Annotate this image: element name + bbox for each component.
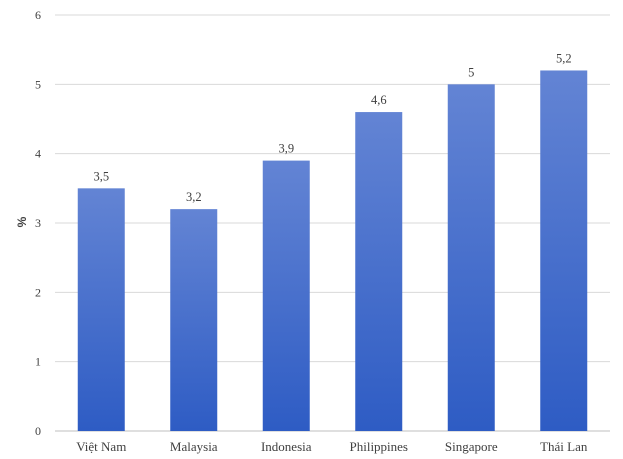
data-label: 5	[468, 65, 474, 79]
bar	[540, 70, 588, 431]
y-axis-ticks: 0 1 2 3 4 5 6	[35, 8, 41, 438]
y-tick-label: 5	[35, 77, 41, 91]
y-axis-label: %	[15, 216, 29, 227]
bar	[170, 209, 218, 431]
y-tick-label: 2	[35, 285, 41, 299]
data-label: 3,5	[93, 169, 109, 183]
data-label: 3,2	[186, 190, 202, 204]
bar	[355, 112, 403, 432]
x-tick-label: Thái Lan	[540, 439, 588, 454]
y-tick-label: 3	[35, 216, 41, 230]
x-tick-label: Indonesia	[261, 439, 312, 454]
x-axis-ticks: Việt Nam Malaysia Indonesia Philippines Sing…	[76, 439, 588, 454]
y-tick-label: 6	[35, 8, 41, 22]
data-label: 3,9	[278, 142, 294, 156]
data-label: 4,6	[371, 93, 387, 107]
x-tick-label: Việt Nam	[76, 439, 126, 454]
gridlines	[55, 14, 610, 432]
bar	[447, 84, 495, 431]
y-tick-label: 4	[35, 147, 41, 161]
y-tick-label: 1	[35, 355, 41, 369]
data-label: 5,2	[556, 51, 572, 65]
bars	[77, 70, 588, 432]
bar	[77, 188, 125, 431]
x-tick-label: Malaysia	[170, 439, 218, 454]
data-labels: 3,5 3,2 3,9 4,6 5 5,2	[93, 51, 571, 204]
y-tick-label: 0	[35, 424, 41, 438]
x-tick-label: Singapore	[445, 439, 498, 454]
bar	[262, 160, 310, 431]
x-tick-label: Philippines	[349, 439, 408, 454]
